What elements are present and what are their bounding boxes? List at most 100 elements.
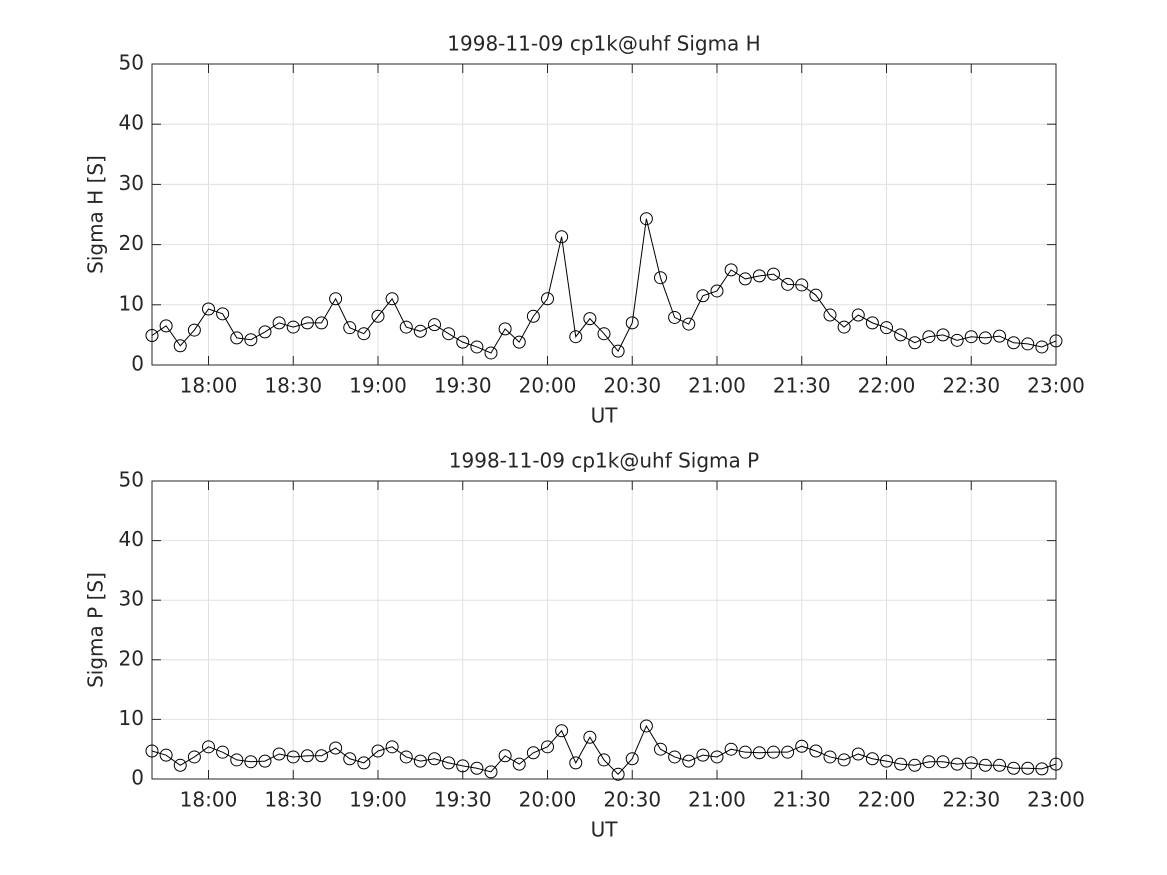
data-point (936, 328, 950, 342)
x-axis-label: UT (591, 818, 619, 842)
data-point (851, 747, 865, 761)
data-point (399, 320, 413, 334)
data-point (809, 744, 823, 758)
x-tick-label: 23:00 (1027, 374, 1085, 398)
data-point (767, 745, 780, 759)
data-point (865, 316, 879, 330)
data-point (216, 745, 230, 759)
data-point (329, 292, 343, 306)
y-tick-label: 50 (119, 468, 144, 492)
data-point (654, 742, 667, 756)
data-point (993, 329, 1006, 343)
x-tick-label: 22:00 (858, 788, 916, 812)
data-point (1007, 336, 1021, 350)
data-point (442, 327, 456, 341)
data-point (470, 340, 484, 354)
x-tick-label: 20:00 (519, 374, 577, 398)
x-tick-label: 18:30 (264, 374, 322, 398)
data-point (428, 752, 441, 766)
x-tick-label: 22:00 (858, 374, 916, 398)
axes-box (151, 63, 1057, 366)
x-tick-label: 21:30 (773, 788, 831, 812)
data-point (145, 329, 159, 343)
x-tick-label: 18:30 (264, 788, 322, 812)
data-point (710, 750, 724, 764)
data-point (922, 330, 936, 344)
y-tick-label: 0 (131, 766, 144, 790)
data-point (738, 272, 752, 286)
data-point (724, 263, 738, 277)
x-tick-label: 22:30 (942, 788, 1000, 812)
data-point (399, 750, 413, 764)
data-point (752, 269, 766, 283)
data-point (823, 750, 837, 764)
data-point (865, 752, 879, 766)
y-tick-label: 10 (119, 291, 144, 315)
y-tick-label: 0 (131, 352, 144, 376)
data-point (329, 741, 343, 755)
data-point (173, 758, 187, 772)
data-point (625, 752, 639, 766)
data-point (244, 333, 258, 347)
data-point (512, 335, 526, 349)
data-point (216, 307, 230, 321)
x-tick-label: 20:00 (519, 788, 577, 812)
x-tick-label: 21:00 (688, 374, 746, 398)
data-point (950, 757, 964, 771)
data-point (343, 321, 357, 335)
data-point (597, 753, 611, 767)
data-point (880, 321, 893, 335)
data-point (654, 271, 667, 285)
data-point (696, 289, 710, 303)
y-tick-label: 30 (119, 171, 144, 195)
data-point (894, 757, 908, 771)
x-tick-label: 20:30 (603, 788, 661, 812)
y-tick-label: 20 (119, 231, 144, 255)
data-point (611, 767, 625, 781)
data-point (159, 748, 173, 762)
data-point (413, 754, 427, 768)
data-point (1049, 757, 1063, 771)
data-point (442, 756, 456, 770)
data-point (936, 755, 950, 769)
x-tick-label: 21:00 (688, 788, 746, 812)
data-point (555, 724, 569, 738)
data-point (880, 754, 893, 768)
data-point (809, 288, 823, 302)
data-point (526, 746, 540, 760)
data-point (682, 754, 696, 768)
data-point (668, 750, 682, 764)
data-point (752, 746, 766, 760)
y-axis-label: Sigma P [S] (84, 572, 108, 688)
x-tick-label: 19:30 (434, 788, 492, 812)
x-tick-label: 19:00 (349, 374, 407, 398)
data-point (357, 756, 371, 770)
data-point (286, 750, 300, 764)
data-line (151, 724, 1057, 775)
data-point (964, 756, 978, 770)
x-axis-label: UT (591, 404, 619, 428)
data-point (272, 316, 286, 330)
data-point (300, 749, 314, 763)
chart-title: 1998-11-09 cp1k@uhf Sigma P (449, 449, 759, 473)
data-point (583, 312, 597, 326)
data-point (795, 739, 809, 753)
y-tick-label: 20 (119, 646, 144, 670)
data-point (625, 316, 639, 330)
data-point (964, 330, 978, 344)
axes-box (151, 480, 1057, 780)
y-axis-label: Sigma H [S] (84, 155, 108, 274)
y-tick-label: 10 (119, 706, 144, 730)
data-point (922, 755, 936, 769)
data-point (837, 320, 851, 334)
plot-area (152, 481, 1056, 779)
chart-title: 1998-11-09 cp1k@uhf Sigma H (447, 32, 760, 56)
data-point (371, 309, 385, 323)
data-point (908, 336, 922, 350)
data-point (696, 748, 710, 762)
data-point (385, 292, 399, 306)
data-point (569, 330, 583, 344)
data-point (851, 308, 865, 322)
data-point (145, 744, 159, 758)
y-tick-label: 50 (119, 51, 144, 75)
